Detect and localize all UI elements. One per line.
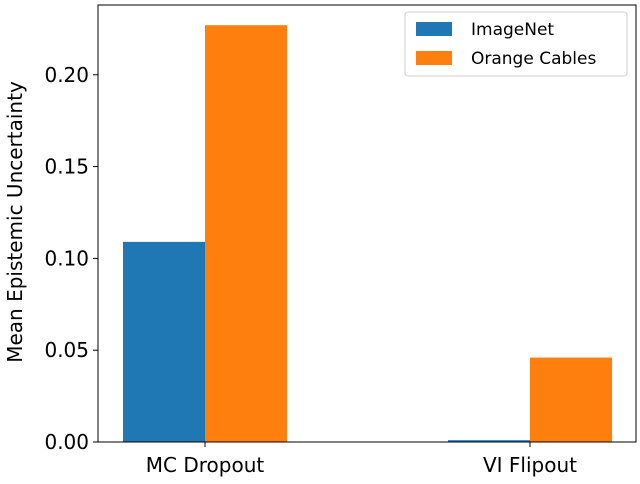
axes-layer: 0.00 0.05 0.10 0.15 0.20 MC Dropout VI Flipout [44,4,637,477]
x-tick-label: MC Dropout [146,453,265,477]
bar-orange-cables-0 [205,25,287,442]
legend: ImageNet Orange Cables [404,11,628,77]
legend-label: Orange Cables [471,49,596,69]
y-tick-label: 0.10 [44,246,89,270]
legend-label: ImageNet [471,20,554,40]
bar-orange-cables-1 [530,357,612,442]
bar-imagenet-0 [123,241,205,442]
y-tick-label: 0.05 [44,338,89,362]
plot-frame [97,4,637,443]
legend-swatch [416,22,452,36]
y-tick-label: 0.00 [44,430,89,454]
legend-box [404,11,628,77]
bars-layer [123,25,612,442]
y-tick-label: 0.20 [44,63,89,87]
y-tick-label: 0.15 [44,155,89,179]
x-tick-label: VI Flipout [483,453,577,477]
y-axis-label: Mean Epistemic Uncertainty [3,81,27,363]
bar-imagenet-1 [448,440,530,442]
legend-swatch [416,51,452,65]
